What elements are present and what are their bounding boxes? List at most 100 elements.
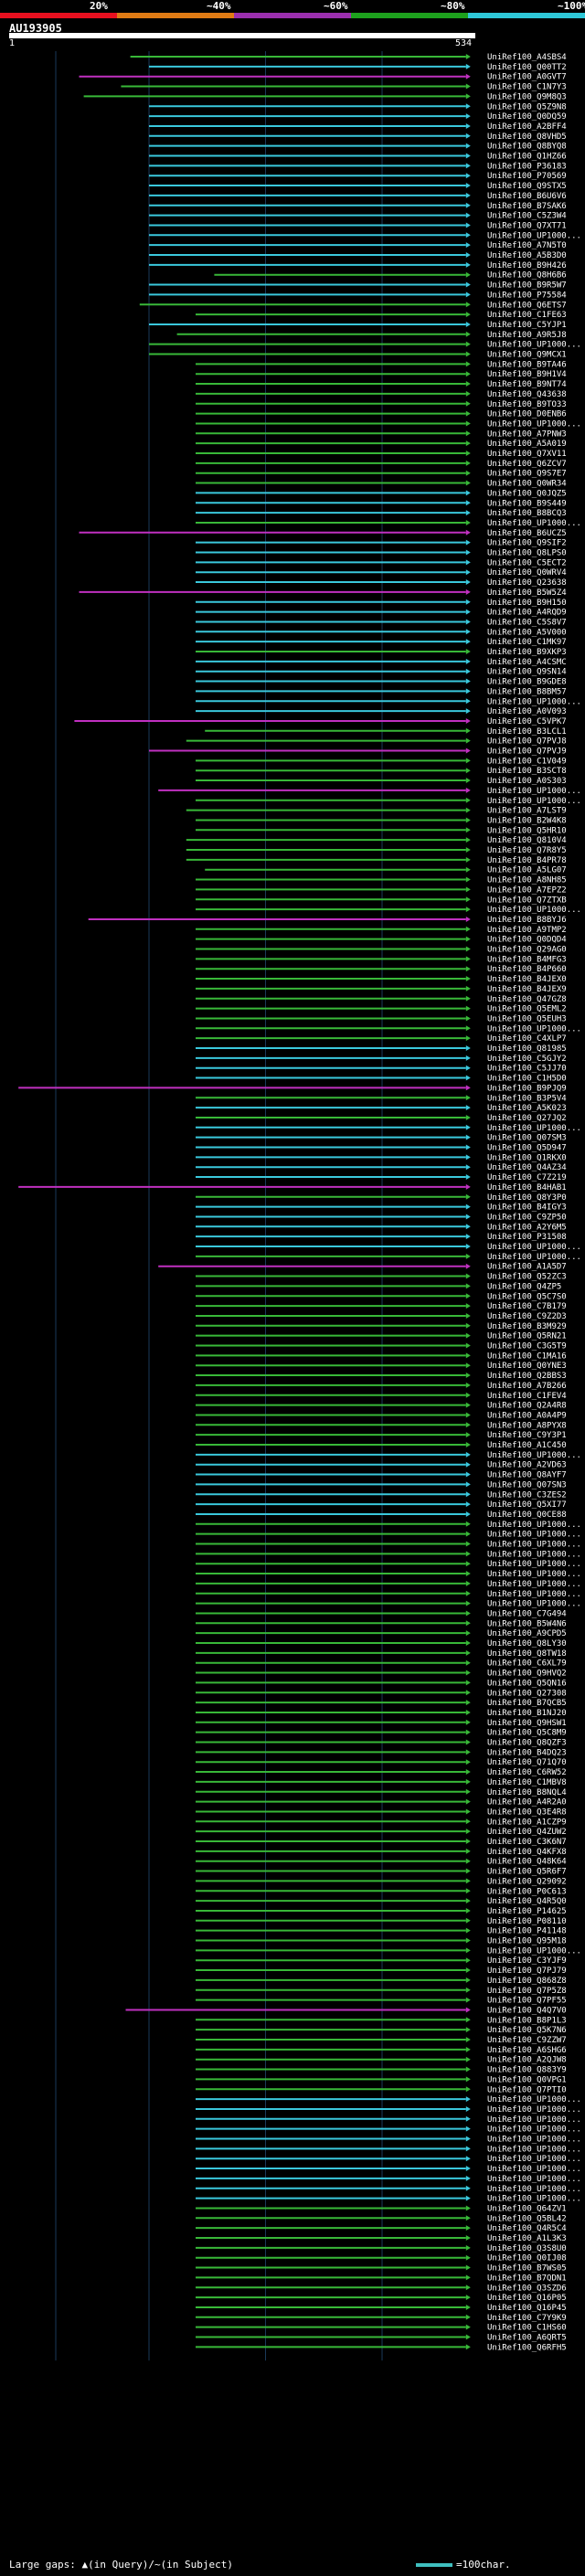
hit-arrow [465,1700,471,1706]
legend-label: ~100% [558,0,585,12]
hit-label: UniRef100_B9TO33 [487,400,567,409]
hit-arrow [465,1075,471,1081]
hit-arrow [465,1531,471,1537]
hit-arrow [465,390,471,397]
hit-arrow [465,1253,471,1259]
hit-label: UniRef100_B9PJQ9 [487,1084,567,1093]
hit-arrow [465,1590,471,1596]
hit-arrow [465,708,471,715]
hit-arrow [465,173,471,179]
hit-label: UniRef100_UP1000... [487,2155,581,2164]
hit-arrow [465,1055,471,1061]
hit-label: UniRef100_C5S8V7 [487,618,567,627]
hit-label: UniRef100_UP1000... [487,1451,581,1460]
hit-arrow [465,1224,471,1230]
hit-label: UniRef100_UP1000... [487,797,581,806]
hit-label: UniRef100_D0ENB6 [487,410,567,419]
hit-arrow [465,1025,471,1032]
hit-label: UniRef100_B3SCT8 [487,767,567,776]
hit-arrow [465,1065,471,1071]
hit-arrow [465,758,471,764]
scale-bar [416,2563,452,2567]
hit-label: UniRef100_C5GJY2 [487,1055,567,1064]
hit-label: UniRef100_Q6RFH5 [487,2343,567,2352]
hit-label: UniRef100_Q8Y3P0 [487,1193,567,1203]
hit-label: UniRef100_B4MFG3 [487,955,567,964]
hit-label: UniRef100_Q5EML2 [487,1005,567,1014]
hit-arrow [465,312,471,318]
hit-arrow [465,1649,471,1656]
hit-label: UniRef100_Q0VPG1 [487,2075,567,2084]
hit-arrow [465,232,471,239]
hit-label: UniRef100_A0GVT7 [487,73,567,82]
hit-arrow [465,212,471,218]
hit-arrow [465,1174,471,1181]
hit-arrow [465,588,471,595]
hit-arrow [465,222,471,228]
ruler-start-label: 1 [9,38,16,48]
hit-label: UniRef100_Q07SM3 [487,1134,567,1143]
hit-label: UniRef100_A8PYX8 [487,1421,567,1430]
hit-label: UniRef100_P36183 [487,162,567,171]
hit-arrow [465,2056,471,2062]
hit-label: UniRef100_Q7XV11 [487,450,567,459]
hit-label: UniRef100_B2W4K8 [487,816,567,825]
hit-label: UniRef100_Q8LPS0 [487,549,567,558]
hit-label: UniRef100_Q64ZV1 [487,2204,567,2213]
hit-arrow [465,2254,471,2261]
hit-label: UniRef100_B9TA46 [487,360,567,369]
hit-arrow [465,956,471,962]
hit-arrow [465,866,471,873]
hit-label: UniRef100_Q7ZTXB [487,896,567,905]
hit-arrow [465,1481,471,1488]
hit-arrow [465,420,471,427]
hit-label: UniRef100_Q16P45 [487,2304,567,2313]
hit-label: UniRef100_A5B3D0 [487,251,567,260]
hit-label: UniRef100_A5LG07 [487,866,567,875]
hit-label: UniRef100_C4XLP7 [487,1034,567,1044]
hit-arrow [465,1114,471,1120]
hit-label: UniRef100_Q5RN21 [487,1332,567,1341]
hit-label: UniRef100_A7PNW3 [487,429,567,439]
hit-label: UniRef100_UP1000... [487,1560,581,1569]
hit-arrow [465,1769,471,1776]
hit-label: UniRef100_B9NT74 [487,380,567,389]
hit-arrow [465,1491,471,1498]
hit-arrow [465,1471,471,1478]
scale-text: =100char. [456,2559,511,2571]
hit-label: UniRef100_Q7PVJ8 [487,737,567,747]
legend-label: ~60% [324,0,348,12]
hit-arrow [465,351,471,357]
hit-label: UniRef100_C3YJF9 [487,1956,567,1966]
hit-arrow [465,1045,471,1051]
hit-arrow [465,1382,471,1388]
hit-arrow [465,2215,471,2221]
hit-label: UniRef100_B4IGY3 [487,1203,567,1213]
hit-arrow [465,1798,471,1805]
hit-label: UniRef100_A0A4P9 [487,1411,567,1420]
hit-arrow [465,490,471,496]
hit-label: UniRef100_B4JEX9 [487,985,567,994]
hit-arrow [465,2066,471,2072]
legend-segment [351,13,468,18]
legend-segment [0,13,117,18]
hit-arrow [465,1263,471,1269]
hit-arrow [465,1839,471,1844]
hit-arrow [465,2017,471,2023]
hit-arrow [465,1788,471,1795]
hit-label: UniRef100_Q47GZ8 [487,995,567,1004]
hit-arrow [465,2244,471,2251]
hit-arrow [465,2264,471,2271]
hit-label: UniRef100_Q5HR10 [487,826,567,835]
hit-label: UniRef100_B3P5V4 [487,1094,567,1103]
hit-label: UniRef100_A6SHG6 [487,2046,567,2055]
hit-arrow [465,2284,471,2291]
hit-arrow [465,609,471,615]
hit-arrow [465,2096,471,2103]
legend-label: ~40% [207,0,231,12]
hit-arrow [465,778,471,784]
hit-label: UniRef100_UP1000... [487,1243,581,1252]
hit-arrow [465,807,471,813]
hit-arrow [465,302,471,308]
hit-label: UniRef100_C5VPK7 [487,717,567,726]
